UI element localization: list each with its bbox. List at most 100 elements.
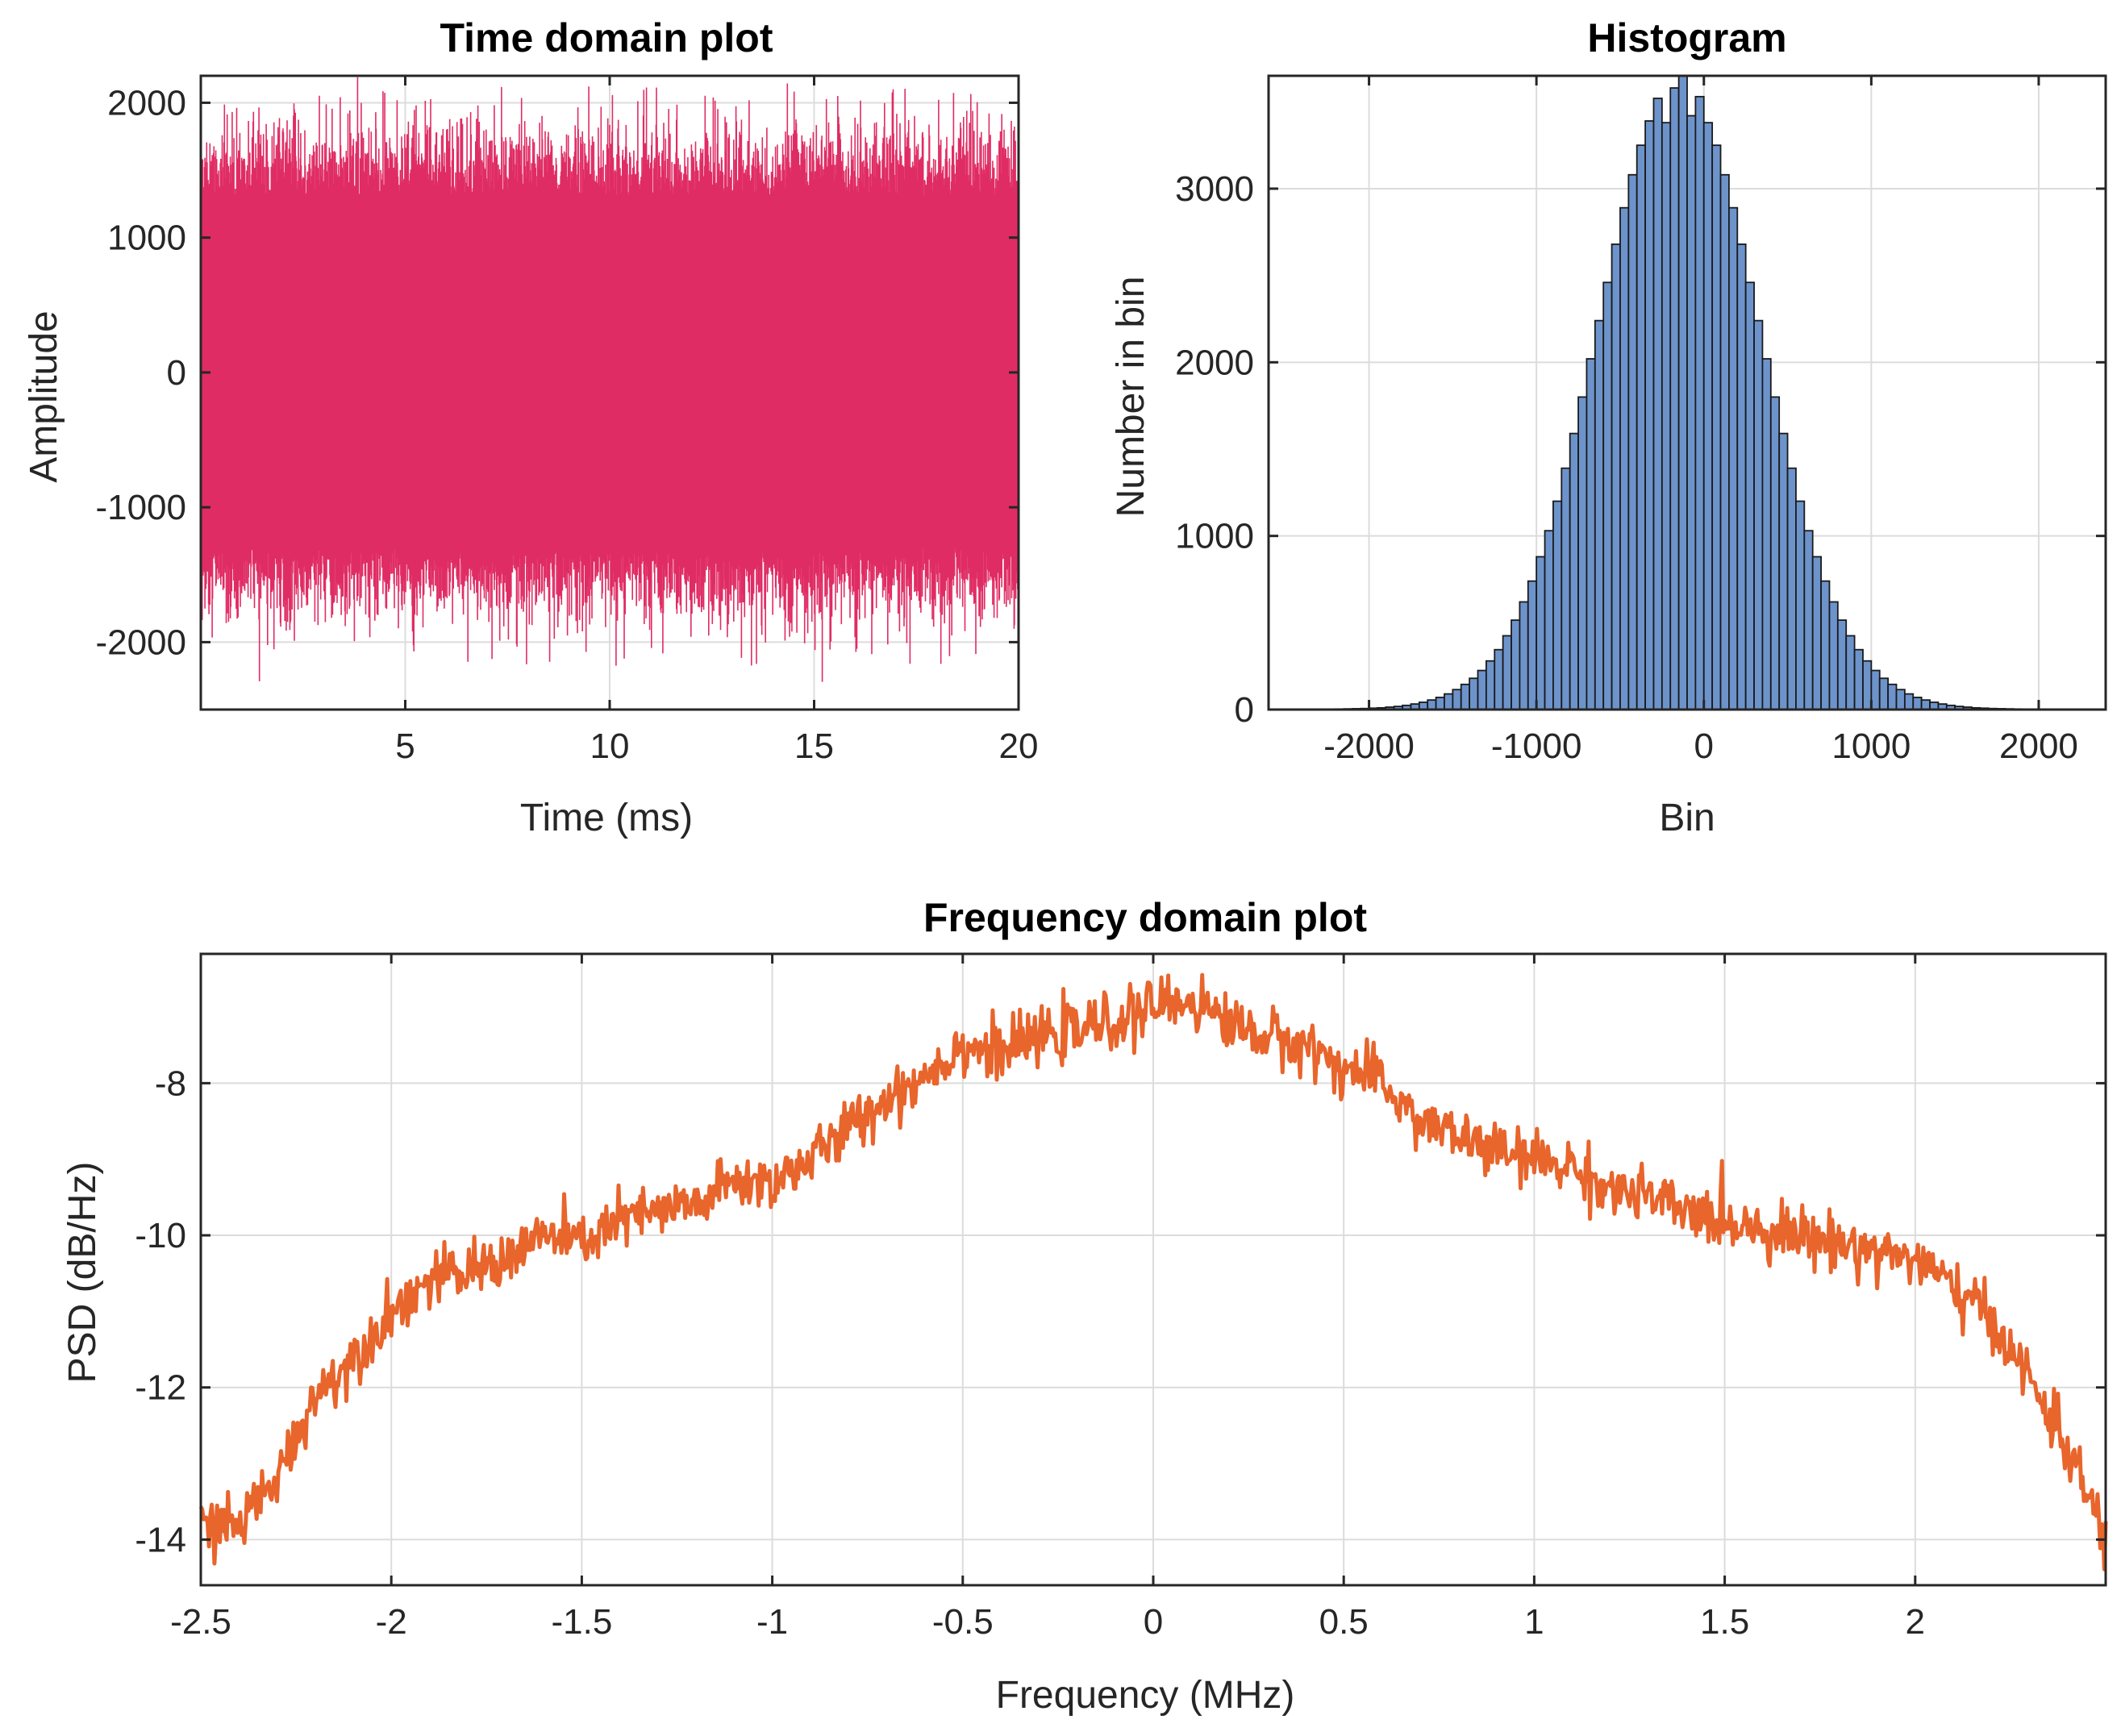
hist-bar xyxy=(1477,669,1487,710)
hist-bar xyxy=(1828,601,1839,710)
psd-xtick-label: 1.5 xyxy=(1700,1602,1749,1642)
psd-xtick-label: -1.5 xyxy=(551,1602,612,1642)
hist-bar xyxy=(1519,601,1529,710)
hist-panel: Histogram Bin Number in bin -2000 -1000 0 1… xyxy=(1110,15,2107,839)
hist-ytick-label: 0 xyxy=(1235,690,1254,730)
hist-xtick-label: -2000 xyxy=(1323,726,1415,766)
hist-bar xyxy=(1769,396,1781,710)
time-ytick-label: 0 xyxy=(167,353,186,393)
psd-xtick-label: 1 xyxy=(1524,1602,1544,1642)
hist-bar xyxy=(1853,648,1864,710)
hist-bar xyxy=(1920,699,1931,710)
hist-bar xyxy=(1602,281,1613,710)
hist-ylabel: Number in bin xyxy=(1110,277,1152,518)
time-ytick-label: -1000 xyxy=(95,488,186,527)
hist-bar xyxy=(1803,530,1814,710)
hist-bar xyxy=(1845,635,1856,710)
hist-ytick-label: 3000 xyxy=(1175,169,1254,209)
hist-ticks: -2000 -1000 0 1000 2000 0 1000 2000 3000 xyxy=(1175,76,2106,766)
hist-bar xyxy=(1611,243,1621,710)
hist-bar xyxy=(1577,396,1588,710)
hist-bar xyxy=(1552,500,1563,710)
hist-bar xyxy=(1761,358,1772,710)
hist-bar xyxy=(1836,619,1848,710)
psd-xtick-label: 0.5 xyxy=(1319,1602,1369,1642)
hist-bar xyxy=(1862,660,1873,710)
hist-bar xyxy=(1502,635,1512,710)
time-xtick-label: 15 xyxy=(794,726,834,766)
hist-bar xyxy=(1903,693,1915,710)
psd-ylabel: PSD (dB/Hz) xyxy=(61,1162,104,1384)
hist-xlabel: Bin xyxy=(1659,797,1715,839)
hist-bar xyxy=(1711,144,1722,710)
hist-bar xyxy=(1795,500,1806,710)
hist-bar xyxy=(1652,98,1663,710)
psd-panel: Frequency domain plot Frequency (MHz) PS… xyxy=(61,895,2108,1717)
psd-ticks: -2.5 -2 -1.5 -1 -0.5 0 0.5 1 1.5 2 -14 -12 -10 -8 xyxy=(135,954,2106,1642)
hist-bar xyxy=(1878,677,1890,710)
hist-bar xyxy=(1485,660,1496,710)
psd-xtick-label: -0.5 xyxy=(932,1602,994,1642)
hist-axes-frame xyxy=(1267,74,2107,711)
hist-bar xyxy=(1594,319,1605,710)
hist-ytick-label: 1000 xyxy=(1175,517,1254,556)
hist-bar xyxy=(1452,689,1462,710)
hist-xtick-label: -1000 xyxy=(1491,726,1582,766)
psd-xtick-label: -2.5 xyxy=(170,1602,231,1642)
hist-bar xyxy=(1778,432,1789,710)
psd-xtick-label: 2 xyxy=(1906,1602,1925,1642)
hist-bar xyxy=(1744,281,1755,710)
hist-xtick-label: 2000 xyxy=(1999,726,2078,766)
hist-bar xyxy=(1569,432,1579,710)
hist-xtick-label: 1000 xyxy=(1831,726,1911,766)
psd-xtick-label: -1 xyxy=(756,1602,788,1642)
hist-bar xyxy=(1619,206,1630,710)
hist-bar xyxy=(1561,467,1571,710)
hist-bar xyxy=(1636,144,1646,710)
hist-bar xyxy=(1544,530,1554,710)
hist-bar xyxy=(1627,173,1638,710)
hist-bar xyxy=(1753,319,1764,710)
hist-bar xyxy=(1895,689,1906,710)
psd-ytick-label: -12 xyxy=(135,1368,186,1408)
hist-bar xyxy=(1820,580,1831,710)
hist-bar xyxy=(1912,697,1923,710)
hist-bar xyxy=(1435,697,1445,710)
time-axes-frame xyxy=(199,74,1020,711)
time-ytick-label: 1000 xyxy=(107,219,186,258)
hist-bar xyxy=(1460,683,1471,710)
time-ylabel: Amplitude xyxy=(23,310,65,482)
time-ticks: 5 10 15 20 -2000 -1000 0 1000 2000 xyxy=(95,76,1038,766)
time-title: Time domain plot xyxy=(440,15,773,60)
hist-bar xyxy=(1511,619,1521,710)
hist-bar xyxy=(1469,677,1479,710)
psd-ytick-label: -10 xyxy=(135,1216,186,1255)
hist-bar xyxy=(1887,683,1898,710)
time-ytick-label: -2000 xyxy=(95,622,186,662)
hist-bar xyxy=(1644,120,1655,710)
hist-bar xyxy=(1677,75,1688,710)
psd-series xyxy=(198,972,2108,1572)
hist-bar xyxy=(1686,114,1697,710)
hist-bar xyxy=(1427,699,1437,710)
hist-bar xyxy=(1669,87,1680,710)
time-xtick-label: 10 xyxy=(590,726,630,766)
hist-bar xyxy=(1661,122,1672,710)
hist-bar xyxy=(1786,467,1797,710)
psd-xtick-label: 0 xyxy=(1144,1602,1163,1642)
hist-bar xyxy=(1694,95,1705,710)
hist-bar xyxy=(1736,243,1747,710)
hist-bar xyxy=(1444,693,1454,710)
time-xtick-label: 5 xyxy=(395,726,415,766)
psd-ytick-label: -14 xyxy=(135,1520,186,1559)
time-ytick-label: 2000 xyxy=(107,83,186,123)
hist-ytick-label: 2000 xyxy=(1175,343,1254,382)
time-panel: Time domain plot Time (ms) Amplitude 5 10… xyxy=(23,15,1038,839)
psd-title: Frequency domain plot xyxy=(923,895,1367,940)
psd-ytick-label: -8 xyxy=(155,1064,186,1103)
hist-bar xyxy=(1527,580,1538,710)
hist-title: Histogram xyxy=(1587,15,1786,60)
hist-bar xyxy=(1586,358,1596,710)
hist-bar xyxy=(1727,206,1739,710)
